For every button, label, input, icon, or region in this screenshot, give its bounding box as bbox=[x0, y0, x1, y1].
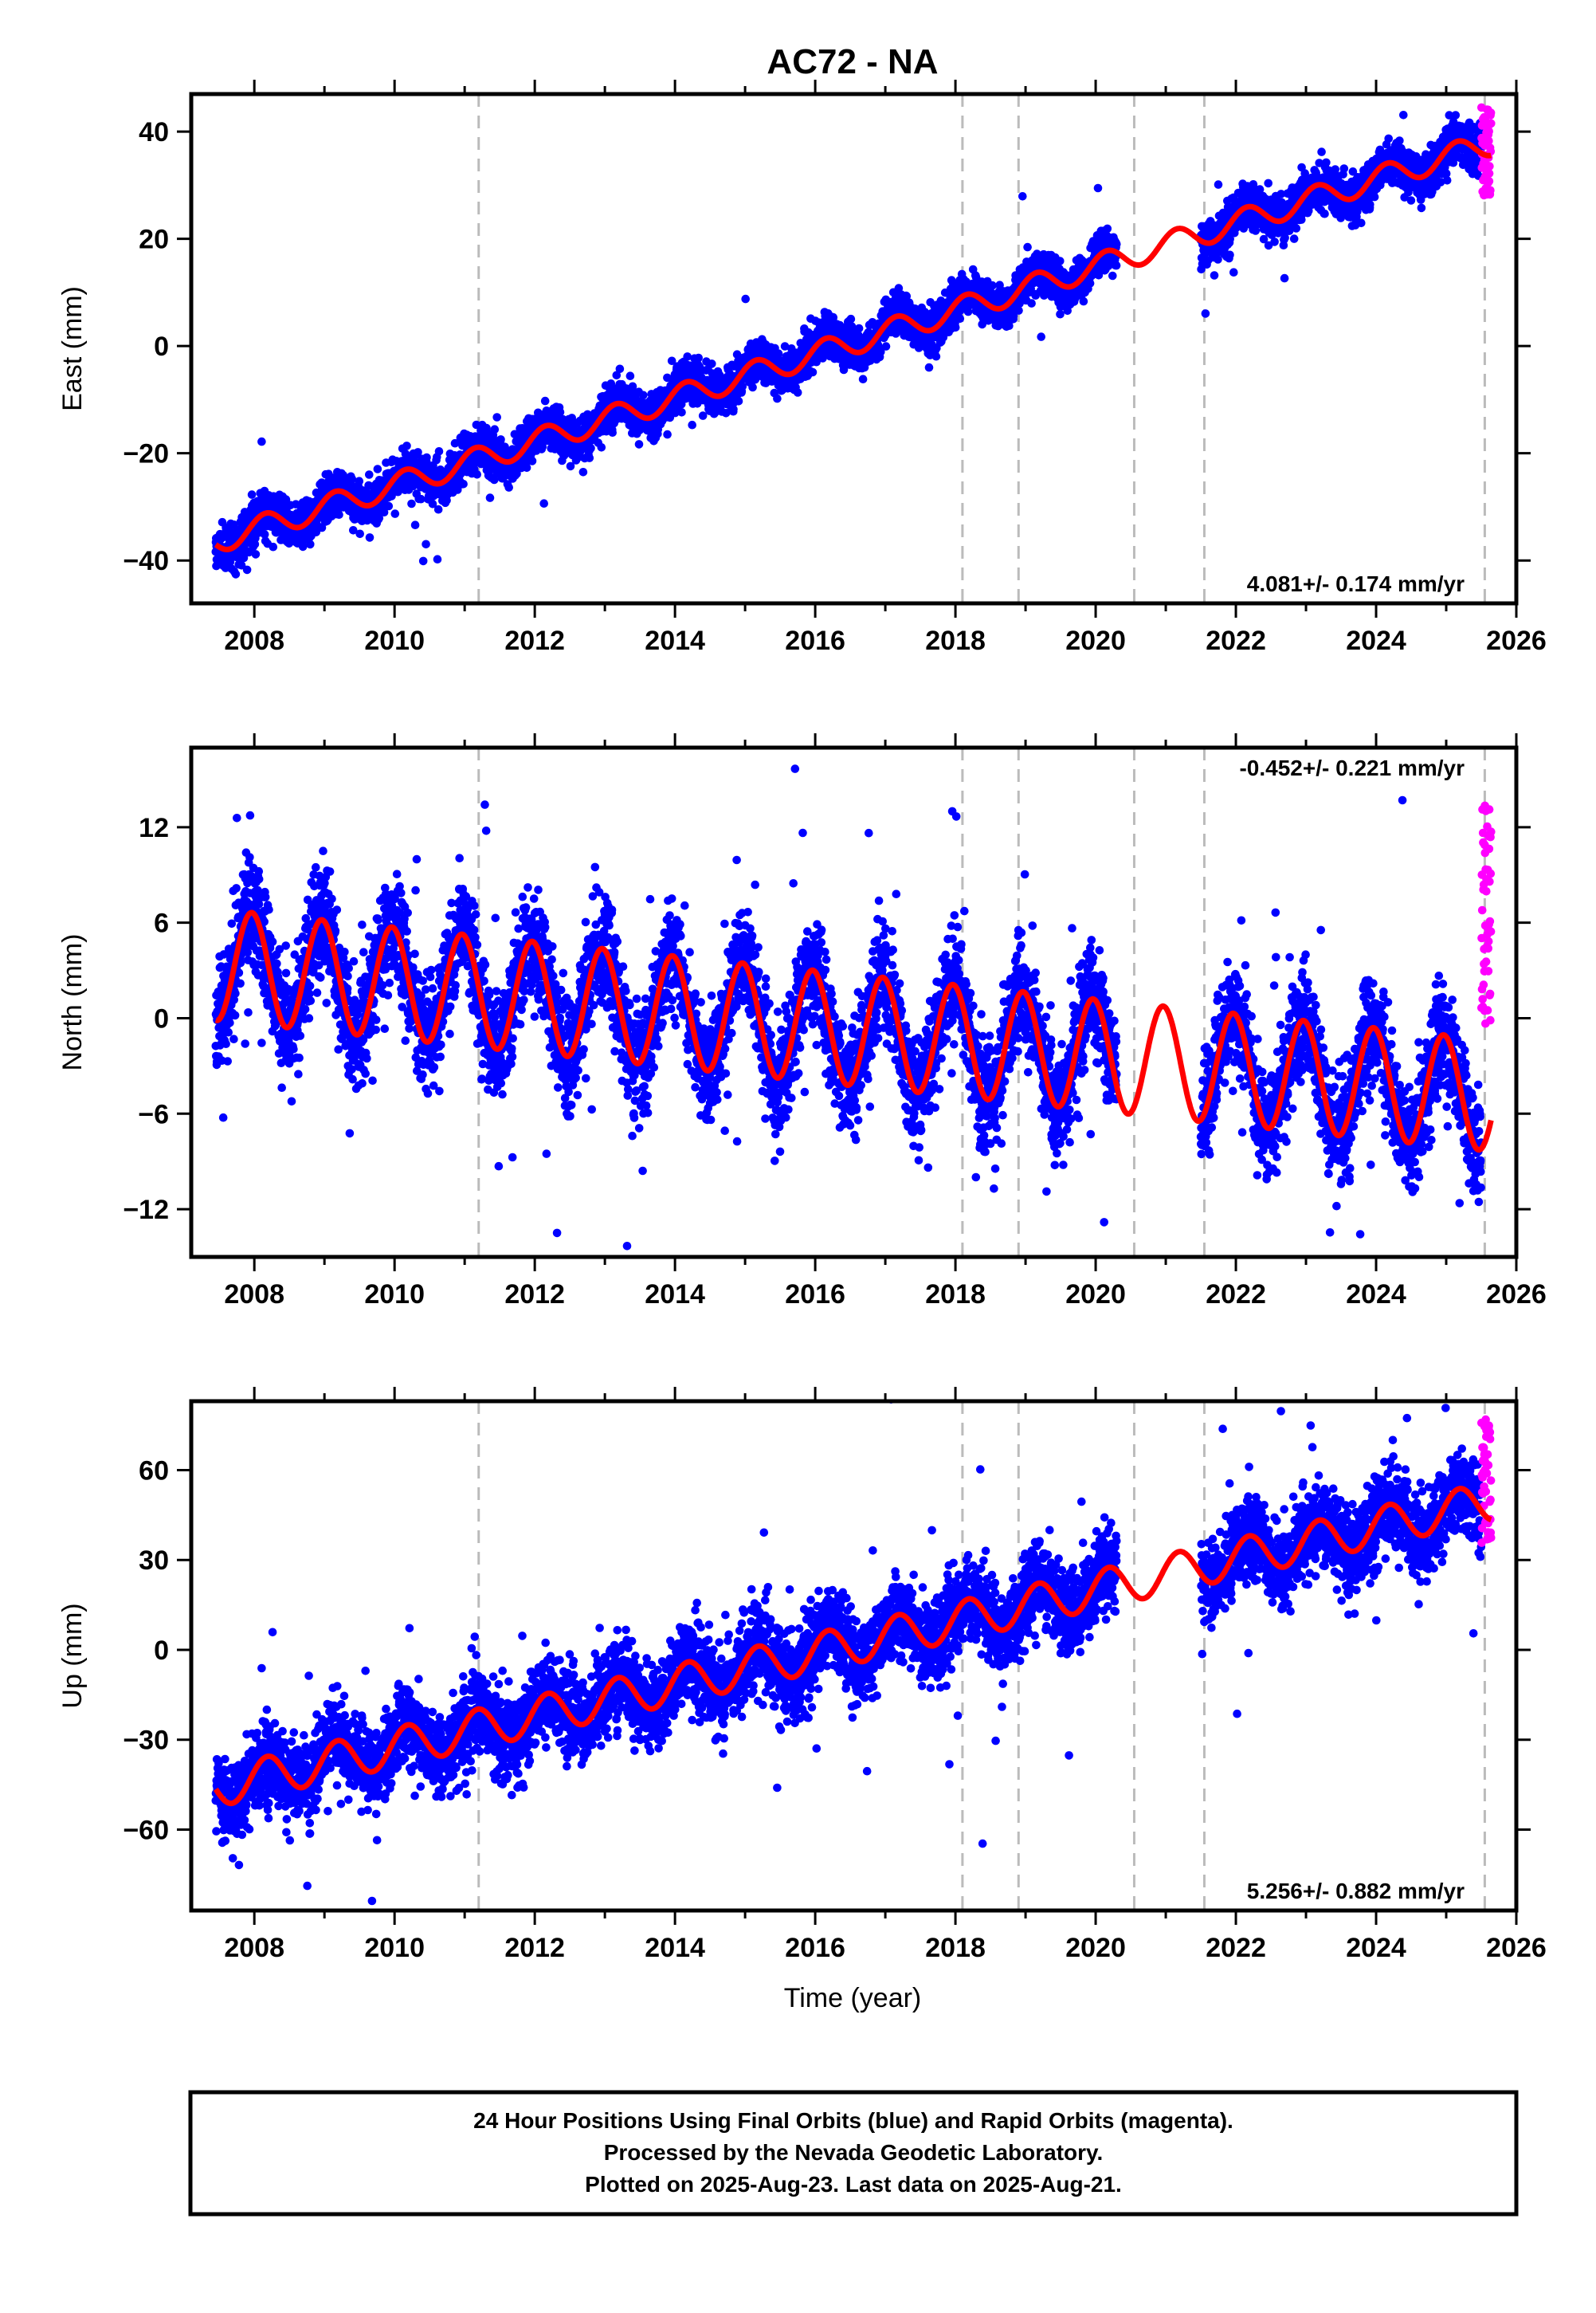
final-point bbox=[407, 499, 416, 509]
final-point bbox=[433, 555, 442, 564]
final-point bbox=[808, 367, 818, 377]
final-point bbox=[748, 383, 757, 392]
final-point bbox=[422, 453, 431, 462]
final-point bbox=[373, 465, 382, 473]
final-point bbox=[410, 520, 420, 529]
final-point bbox=[433, 505, 443, 514]
final-point bbox=[1037, 332, 1045, 341]
final-point bbox=[496, 435, 505, 444]
final-point bbox=[242, 565, 252, 575]
final-point bbox=[335, 510, 343, 519]
final-point bbox=[793, 388, 802, 397]
final-point bbox=[1093, 183, 1103, 193]
final-point bbox=[527, 457, 537, 465]
final-point bbox=[1056, 309, 1065, 319]
final-point bbox=[846, 314, 856, 324]
final-point bbox=[955, 314, 965, 324]
final-point bbox=[306, 540, 315, 549]
final-point bbox=[688, 420, 696, 430]
final-point bbox=[1214, 180, 1223, 189]
final-point bbox=[459, 480, 468, 489]
final-point bbox=[1027, 299, 1036, 308]
final-point bbox=[578, 468, 588, 477]
final-point bbox=[585, 454, 594, 462]
final-point bbox=[490, 425, 500, 434]
final-point bbox=[239, 553, 249, 563]
final-point bbox=[615, 364, 625, 374]
final-point bbox=[522, 463, 531, 473]
final-point bbox=[734, 397, 743, 406]
final-point bbox=[1225, 250, 1234, 260]
final-point bbox=[292, 500, 300, 509]
final-point bbox=[694, 353, 703, 363]
final-point bbox=[485, 493, 495, 502]
final-point bbox=[663, 430, 672, 439]
final-point bbox=[677, 408, 686, 417]
chart-title: AC72 - NA bbox=[767, 42, 938, 81]
final-point bbox=[708, 359, 716, 368]
final-point bbox=[231, 570, 241, 579]
final-point bbox=[422, 540, 430, 549]
final-point bbox=[741, 294, 750, 304]
final-point bbox=[298, 542, 308, 552]
final-point bbox=[951, 323, 960, 332]
final-point bbox=[504, 483, 513, 492]
final-point bbox=[225, 557, 235, 567]
final-point bbox=[390, 509, 400, 518]
panels-group: 2008 2010 2012 2014 2016 2018 2020 2022 2024 2026… bbox=[57, 80, 1547, 1963]
final-orbit-points bbox=[211, 111, 1486, 579]
final-point bbox=[625, 371, 635, 381]
final-point bbox=[251, 550, 261, 559]
final-point bbox=[434, 447, 444, 456]
final-point bbox=[1023, 242, 1032, 252]
final-point bbox=[473, 470, 481, 479]
final-point bbox=[774, 349, 783, 359]
final-point bbox=[1056, 257, 1065, 265]
final-point bbox=[738, 382, 747, 391]
final-point bbox=[634, 440, 644, 449]
final-point bbox=[858, 375, 868, 384]
final-point bbox=[639, 391, 648, 400]
final-point bbox=[1229, 268, 1238, 277]
final-point bbox=[247, 490, 257, 499]
final-point bbox=[250, 540, 260, 548]
final-point bbox=[1018, 192, 1027, 201]
final-point bbox=[349, 526, 358, 535]
final-point bbox=[1210, 271, 1219, 280]
final-point bbox=[881, 342, 891, 351]
final-point bbox=[492, 413, 501, 422]
final-point bbox=[1079, 296, 1088, 306]
final-point bbox=[212, 561, 221, 571]
final-point bbox=[773, 394, 782, 403]
final-point bbox=[1112, 261, 1121, 270]
final-point bbox=[1201, 309, 1210, 318]
final-point bbox=[1103, 224, 1112, 234]
final-point bbox=[924, 363, 934, 372]
final-point bbox=[355, 529, 365, 539]
final-point bbox=[931, 351, 941, 361]
final-point bbox=[402, 442, 411, 450]
final-point bbox=[365, 470, 374, 479]
final-point bbox=[1085, 279, 1095, 288]
final-point bbox=[1112, 240, 1121, 249]
final-point bbox=[355, 477, 364, 485]
final-point bbox=[988, 281, 997, 290]
final-point bbox=[597, 443, 606, 452]
panel-1: 2008 2010 2012 2014 2016 2018 2020 2022 2024 2026… bbox=[57, 80, 1547, 656]
final-point bbox=[365, 533, 374, 542]
final-point bbox=[269, 542, 278, 552]
final-point bbox=[608, 428, 617, 437]
final-point bbox=[384, 501, 394, 511]
final-point bbox=[418, 556, 428, 566]
final-point bbox=[347, 474, 357, 484]
final-point bbox=[540, 396, 550, 406]
final-point bbox=[257, 437, 266, 446]
final-point bbox=[683, 352, 692, 361]
final-point bbox=[854, 324, 864, 333]
final-point bbox=[1108, 271, 1117, 281]
final-point bbox=[260, 530, 269, 539]
final-point bbox=[539, 499, 548, 508]
final-point bbox=[586, 444, 595, 453]
